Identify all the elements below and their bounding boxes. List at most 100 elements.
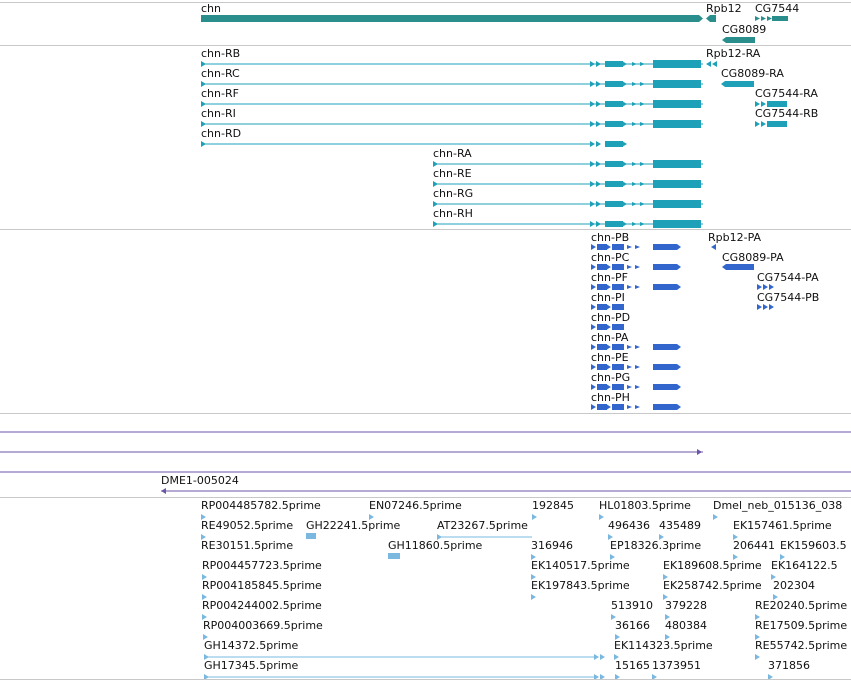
protein-block[interactable] [597,244,607,250]
est-glyph[interactable] [599,514,604,520]
strand-arrow[interactable] [632,202,637,206]
protein-block[interactable] [597,384,607,390]
protein-block[interactable] [612,304,624,310]
strand-arrow[interactable] [590,161,595,167]
strand-arrow[interactable] [763,284,768,290]
est-label[interactable]: 379228 [665,599,707,612]
est-label[interactable]: 15165 [615,659,650,672]
exon-block[interactable] [605,61,623,67]
transcript-label[interactable]: Rpb12-RA [706,47,761,60]
transcript-label[interactable]: chn-RI [201,107,236,120]
transcript-label[interactable]: chn-RH [433,207,473,220]
protein-label[interactable]: chn-PE [591,351,629,364]
protein-block[interactable] [612,284,624,290]
est-glyph[interactable] [204,654,209,660]
protein-block[interactable] [653,284,681,290]
strand-arrow[interactable] [622,101,627,107]
est-glyph[interactable] [369,514,374,520]
est-label[interactable]: Dmel_neb_015136_038 [713,499,843,512]
strand-arrow[interactable] [627,285,632,289]
exon-block[interactable] [605,181,623,187]
strand-arrow[interactable] [640,162,645,166]
exon-block[interactable] [605,201,623,207]
protein-block[interactable] [612,344,624,350]
est-label[interactable]: RP004185845.5prime [202,579,322,592]
protein-block[interactable] [597,344,607,350]
strand-arrow[interactable] [590,101,595,107]
est-glyph[interactable] [713,514,718,520]
strand-arrow[interactable] [635,245,640,249]
strand-arrow[interactable] [596,201,601,207]
strand-arrow[interactable] [596,61,601,67]
est-label[interactable]: EK114323.5prime [614,639,713,652]
strand-arrow[interactable] [635,405,640,409]
strand-arrow[interactable] [591,404,596,410]
est-glyph[interactable] [780,554,785,560]
protein-block[interactable] [612,244,624,250]
exon-block[interactable] [605,101,623,107]
strand-arrow[interactable] [201,141,206,147]
est-glyph[interactable] [600,654,605,660]
est-glyph[interactable] [203,634,208,640]
strand-arrow[interactable] [596,101,601,107]
protein-label[interactable]: chn-PI [591,291,625,304]
protein-label[interactable]: chn-PG [591,371,631,384]
protein-block[interactable] [612,404,624,410]
strand-arrow[interactable] [201,121,206,127]
protein-label[interactable]: CG8089-PA [722,251,784,264]
strand-arrow[interactable] [201,61,206,67]
strand-arrow[interactable] [606,284,611,290]
est-label[interactable]: 36166 [615,619,650,632]
gene-glyph[interactable] [772,16,788,21]
strand-arrow[interactable] [622,161,627,167]
transcript-glyph[interactable] [767,121,787,127]
est-glyph[interactable] [773,594,778,600]
est-glyph[interactable] [663,594,668,600]
cds-block[interactable] [653,180,701,188]
transcript-label[interactable]: chn-RF [201,87,239,100]
est-glyph[interactable] [663,574,668,580]
strand-arrow[interactable] [596,181,601,187]
est-label[interactable]: RE20240.5prime [755,599,848,612]
protein-block[interactable] [597,284,607,290]
strand-arrow[interactable] [622,221,627,227]
est-label[interactable]: HL01803.5prime [599,499,691,512]
protein-block[interactable] [597,404,607,410]
strand-arrow[interactable] [632,82,637,86]
strand-arrow[interactable] [632,62,637,66]
est-label[interactable]: RE55742.5prime [755,639,848,652]
strand-arrow[interactable] [606,404,611,410]
strand-arrow[interactable] [201,101,206,107]
est-glyph[interactable] [201,534,206,540]
est-glyph[interactable] [755,614,760,620]
strand-arrow[interactable] [640,102,645,106]
est-label[interactable]: EN07246.5prime [369,499,462,512]
gene-glyph[interactable] [706,15,716,22]
est-glyph[interactable] [608,534,613,540]
est-label[interactable]: EK157461.5prime [733,519,832,532]
est-label[interactable]: RP004457723.5prime [202,559,322,572]
strand-arrow[interactable] [627,265,632,269]
strand-arrow[interactable] [640,182,645,186]
strand-arrow[interactable] [712,61,717,67]
strand-arrow[interactable] [590,221,595,227]
exon-block[interactable] [605,121,623,127]
transcript-label[interactable]: chn-RD [201,127,242,140]
est-label[interactable]: RP004485782.5prime [201,499,321,512]
est-glyph[interactable] [611,614,616,620]
est-label[interactable]: 480384 [665,619,707,632]
gene-label[interactable]: CG8089 [722,23,767,36]
strand-arrow[interactable] [590,81,595,87]
gene-glyph[interactable] [201,15,703,22]
est-glyph[interactable] [437,534,442,540]
protein-block[interactable] [653,404,681,410]
strand-arrow[interactable] [627,385,632,389]
strand-arrow[interactable] [627,365,632,369]
strand-arrow[interactable] [635,265,640,269]
gene-label[interactable]: chn [201,2,221,15]
strand-arrow[interactable] [590,121,595,127]
est-glyph[interactable] [531,594,536,600]
est-label[interactable]: RE30151.5prime [201,539,294,552]
est-glyph[interactable] [202,614,207,620]
cds-block[interactable] [653,60,701,68]
